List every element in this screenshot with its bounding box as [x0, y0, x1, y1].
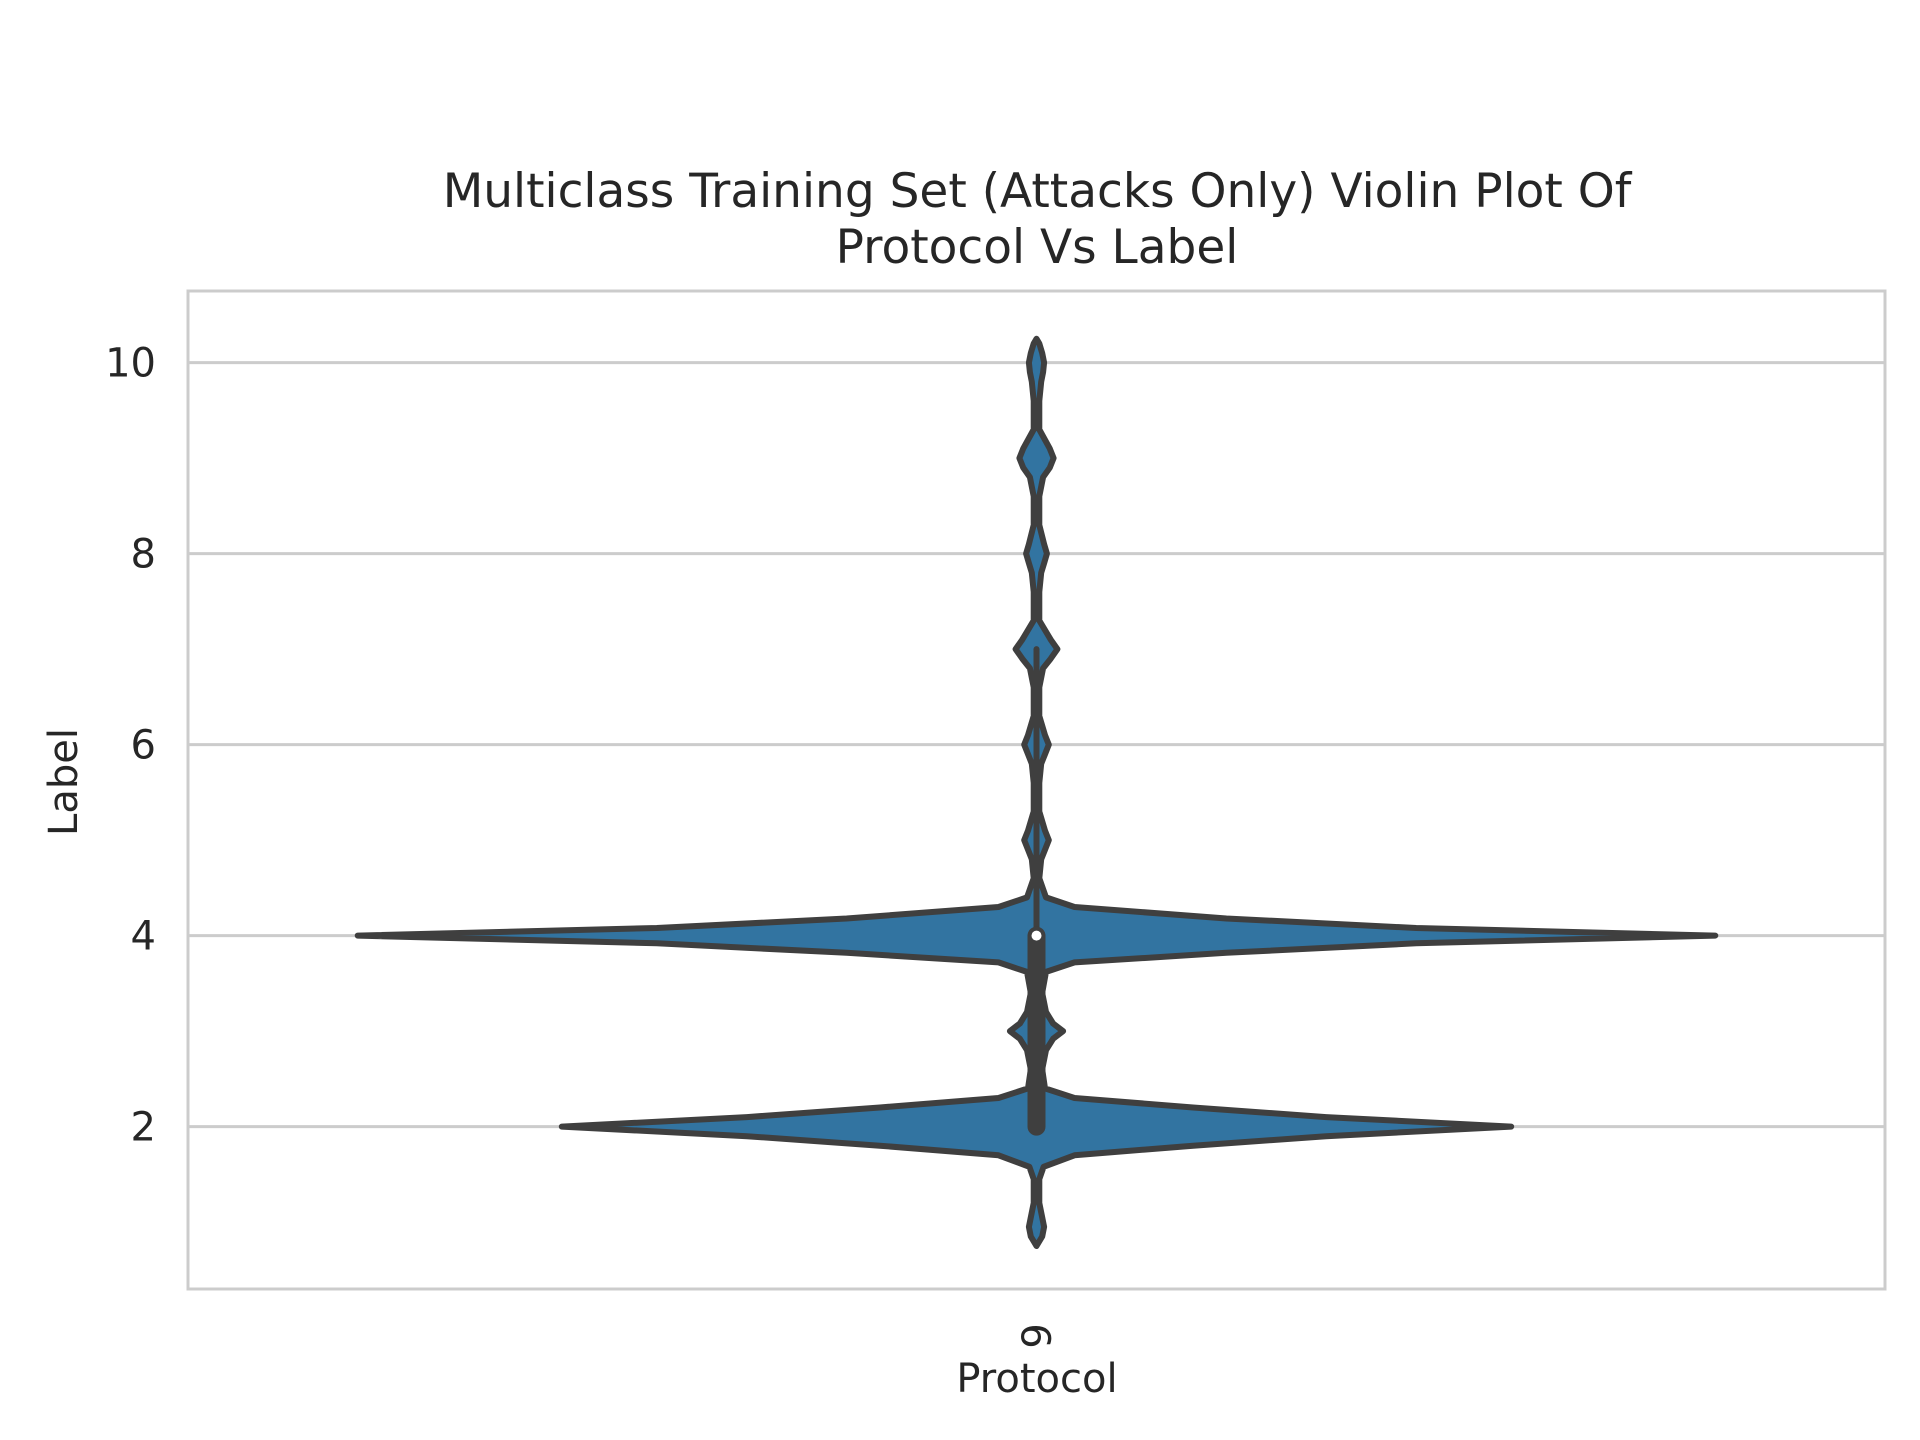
y-tick-label-2: 2: [131, 1105, 156, 1151]
y-tick-labels: 2 4 6 8 10: [105, 341, 156, 1151]
x-tick-labels: 6: [1012, 1323, 1058, 1348]
y-tick-label-6: 6: [131, 723, 156, 769]
x-axis-label: Protocol: [956, 1356, 1117, 1402]
y-tick-label-10: 10: [105, 341, 156, 387]
y-tick-label-4: 4: [131, 914, 156, 960]
plot-frame: [186, 289, 1887, 1291]
y-tick-label-8: 8: [131, 532, 156, 578]
violin-median-6: [1031, 930, 1042, 941]
chart-title-line-2: Protocol Vs Label: [836, 220, 1239, 275]
x-tick-label-6: 6: [1012, 1323, 1058, 1348]
chart-title-line-1: Multiclass Training Set (Attacks Only) V…: [443, 164, 1633, 219]
y-axis-label: Label: [41, 728, 87, 836]
chart-title: Multiclass Training Set (Attacks Only) V…: [443, 164, 1633, 275]
violin-layer: [354, 335, 1719, 1249]
